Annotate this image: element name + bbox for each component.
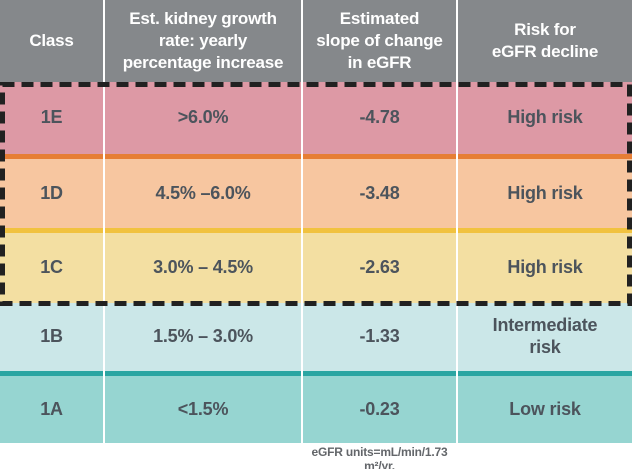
separator-teal-segment (458, 371, 632, 376)
header-cell-risk: Risk for eGFR decline (458, 0, 632, 82)
separator-teal-segment (303, 371, 456, 376)
row-1a-risk-cell: Low risk (458, 376, 632, 443)
row-1d-risk-cell: High risk (458, 159, 632, 228)
row-1e-slope-cell: -4.78 (303, 82, 456, 154)
separator-teal-segment (105, 371, 301, 376)
row-1c-slope-cell: -2.63 (303, 233, 456, 303)
row-1b-slope-cell: -1.33 (303, 303, 456, 371)
row-1a-growth-cell: <1.5% (105, 376, 301, 443)
header-cell-slope: Estimated slope of change in eGFR (303, 0, 456, 82)
row-1d-growth-cell: 4.5% –6.0% (105, 159, 301, 228)
row-1b-growth-cell: 1.5% – 3.0% (105, 303, 301, 371)
row-1e-risk-cell: High risk (458, 82, 632, 154)
row-1d-class-cell: 1D (0, 159, 103, 228)
row-1d-slope-cell: -3.48 (303, 159, 456, 228)
row-1a-class-cell: 1A (0, 376, 103, 443)
row-1e-growth-cell: >6.0% (105, 82, 301, 154)
row-1c-risk-cell: High risk (458, 233, 632, 303)
row-1e-class-cell: 1E (0, 82, 103, 154)
row-1b-risk-cell: Intermediate risk (458, 303, 632, 371)
row-1b-class-cell: 1B (0, 303, 103, 371)
row-1c-growth-cell: 3.0% – 4.5% (105, 233, 301, 303)
separator-teal-segment (0, 371, 103, 376)
classification-table: Class Est. kidney growth rate: yearly pe… (0, 0, 632, 443)
header-cell-class: Class (0, 0, 103, 82)
header-cell-growth: Est. kidney growth rate: yearly percenta… (105, 0, 301, 82)
row-1a-slope-cell: -0.23 (303, 376, 456, 443)
row-1c-class-cell: 1C (0, 233, 103, 303)
egfr-units-footnote: eGFR units=mL/min/1.73 m²/yr. (311, 445, 448, 469)
